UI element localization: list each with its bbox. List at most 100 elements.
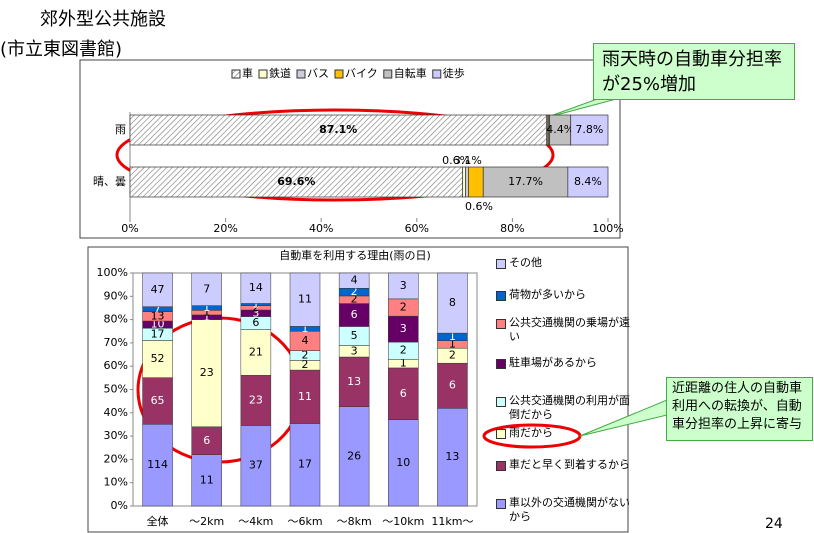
legend-swatch bbox=[334, 69, 344, 79]
legend-label: 荷物が多いから bbox=[509, 288, 586, 301]
data-label: 1 bbox=[203, 310, 210, 323]
legend-swatch bbox=[496, 359, 506, 369]
legend-entry: 車以外の交通機関がないから bbox=[496, 496, 637, 524]
x-tick-label: 100% bbox=[592, 222, 623, 235]
legend-swatch bbox=[432, 69, 442, 79]
data-label: 23 bbox=[249, 393, 263, 406]
legend-label: その他 bbox=[509, 256, 542, 269]
legend-swatch bbox=[496, 291, 506, 301]
data-label: 114 bbox=[147, 458, 168, 471]
data-label: 7.8% bbox=[575, 123, 603, 136]
bar-segment bbox=[191, 426, 222, 455]
data-label: 2 bbox=[449, 349, 456, 362]
top-frame bbox=[79, 59, 621, 239]
data-label: 2 bbox=[400, 301, 407, 314]
x-tick-label: ～6km bbox=[287, 515, 322, 528]
bar-segment bbox=[388, 419, 419, 507]
x-tick-label: 全体 bbox=[147, 514, 169, 528]
data-label: 3 bbox=[351, 344, 358, 357]
data-label: 4.4% bbox=[546, 123, 574, 136]
data-label: 2 bbox=[400, 344, 407, 357]
data-label: 13 bbox=[151, 309, 165, 322]
y-tick-label: 30% bbox=[104, 429, 128, 442]
legend-swatch bbox=[296, 69, 306, 79]
data-label: 1 bbox=[203, 306, 210, 319]
data-label: 1 bbox=[252, 298, 259, 311]
data-label: 2 bbox=[351, 293, 358, 306]
legend-label: 車だと早く到着するから bbox=[509, 458, 630, 471]
data-label: 8 bbox=[449, 296, 456, 309]
data-label: 21 bbox=[249, 345, 263, 358]
bar-segment bbox=[465, 166, 469, 198]
bar-segment bbox=[142, 340, 173, 378]
bar-segment bbox=[462, 166, 466, 198]
legend-swatch bbox=[258, 69, 268, 79]
y-tick-label: 雨 bbox=[115, 123, 126, 136]
bar-segment bbox=[338, 272, 370, 289]
legend-swatch bbox=[496, 461, 506, 471]
data-label: 65 bbox=[151, 394, 165, 407]
legend-label: バス bbox=[307, 67, 329, 80]
bar-segment bbox=[129, 114, 547, 146]
bar-segment bbox=[482, 166, 569, 198]
data-label: 10 bbox=[396, 456, 410, 469]
bar-segment bbox=[388, 367, 419, 420]
data-label: 1 bbox=[449, 337, 456, 350]
data-label: 2 bbox=[252, 301, 259, 314]
data-label: 17 bbox=[151, 327, 165, 340]
y-tick-label: 20% bbox=[104, 452, 128, 465]
bar-segment bbox=[142, 272, 173, 307]
data-label: 14 bbox=[249, 281, 263, 294]
legend-entry: 車だと早く到着するから bbox=[496, 458, 637, 472]
legend-swatch bbox=[383, 69, 393, 79]
x-tick-label: 0% bbox=[121, 222, 138, 235]
y-tick-label: 40% bbox=[104, 406, 128, 419]
data-label: 4 bbox=[302, 334, 309, 347]
data-label: 0.6% bbox=[442, 154, 470, 167]
legend-label: 車以外の交通機関がないから bbox=[509, 496, 630, 523]
data-label: 26 bbox=[347, 449, 361, 462]
x-tick-label: ～10km bbox=[382, 515, 424, 528]
data-label: 3 bbox=[252, 306, 259, 319]
data-label: 6 bbox=[449, 379, 456, 392]
data-label: 7 bbox=[154, 302, 161, 315]
bar-segment bbox=[468, 166, 484, 198]
legend-entry: 荷物が多いから bbox=[496, 288, 637, 302]
y-tick-label: 10% bbox=[104, 476, 128, 489]
legend-label: 公共交通機関の乗場が遠い bbox=[509, 316, 630, 343]
x-tick-label: 80% bbox=[500, 222, 524, 235]
x-tick-label: ～8km bbox=[337, 515, 372, 528]
bar-segment bbox=[289, 423, 321, 507]
data-label: 11 bbox=[200, 473, 214, 486]
data-label: 2 bbox=[302, 349, 309, 362]
legend-swatch bbox=[496, 259, 506, 269]
data-label: 37 bbox=[249, 459, 263, 472]
legend-label: バイク bbox=[345, 67, 378, 80]
legend-entry: 雨だから bbox=[496, 426, 637, 440]
title: 郊外型公共施設 bbox=[40, 9, 166, 30]
y-tick-label: 0% bbox=[111, 499, 128, 512]
data-label: 47 bbox=[151, 283, 165, 296]
data-label: 52 bbox=[151, 352, 165, 365]
data-label: 5 bbox=[351, 329, 358, 342]
bar-segment bbox=[338, 356, 370, 407]
data-label: 87.1% bbox=[319, 123, 357, 136]
data-label: 4 bbox=[351, 274, 358, 287]
data-label: 6 bbox=[400, 387, 407, 400]
bar-segment bbox=[567, 166, 609, 198]
data-label: 13 bbox=[445, 450, 459, 463]
bar-segment bbox=[240, 425, 272, 507]
page-number: 24 bbox=[765, 516, 783, 532]
bar-segment bbox=[240, 329, 272, 376]
bar-segment bbox=[191, 454, 222, 507]
x-tick-label: 40% bbox=[309, 222, 333, 235]
bar-segment bbox=[191, 272, 222, 306]
legend-swatch bbox=[496, 429, 506, 439]
y-tick-label: 50% bbox=[104, 383, 128, 396]
y-tick-label: 70% bbox=[104, 336, 128, 349]
data-label: 17 bbox=[298, 458, 312, 471]
legend-swatch bbox=[496, 397, 506, 407]
data-label: 3.1% bbox=[454, 154, 482, 167]
